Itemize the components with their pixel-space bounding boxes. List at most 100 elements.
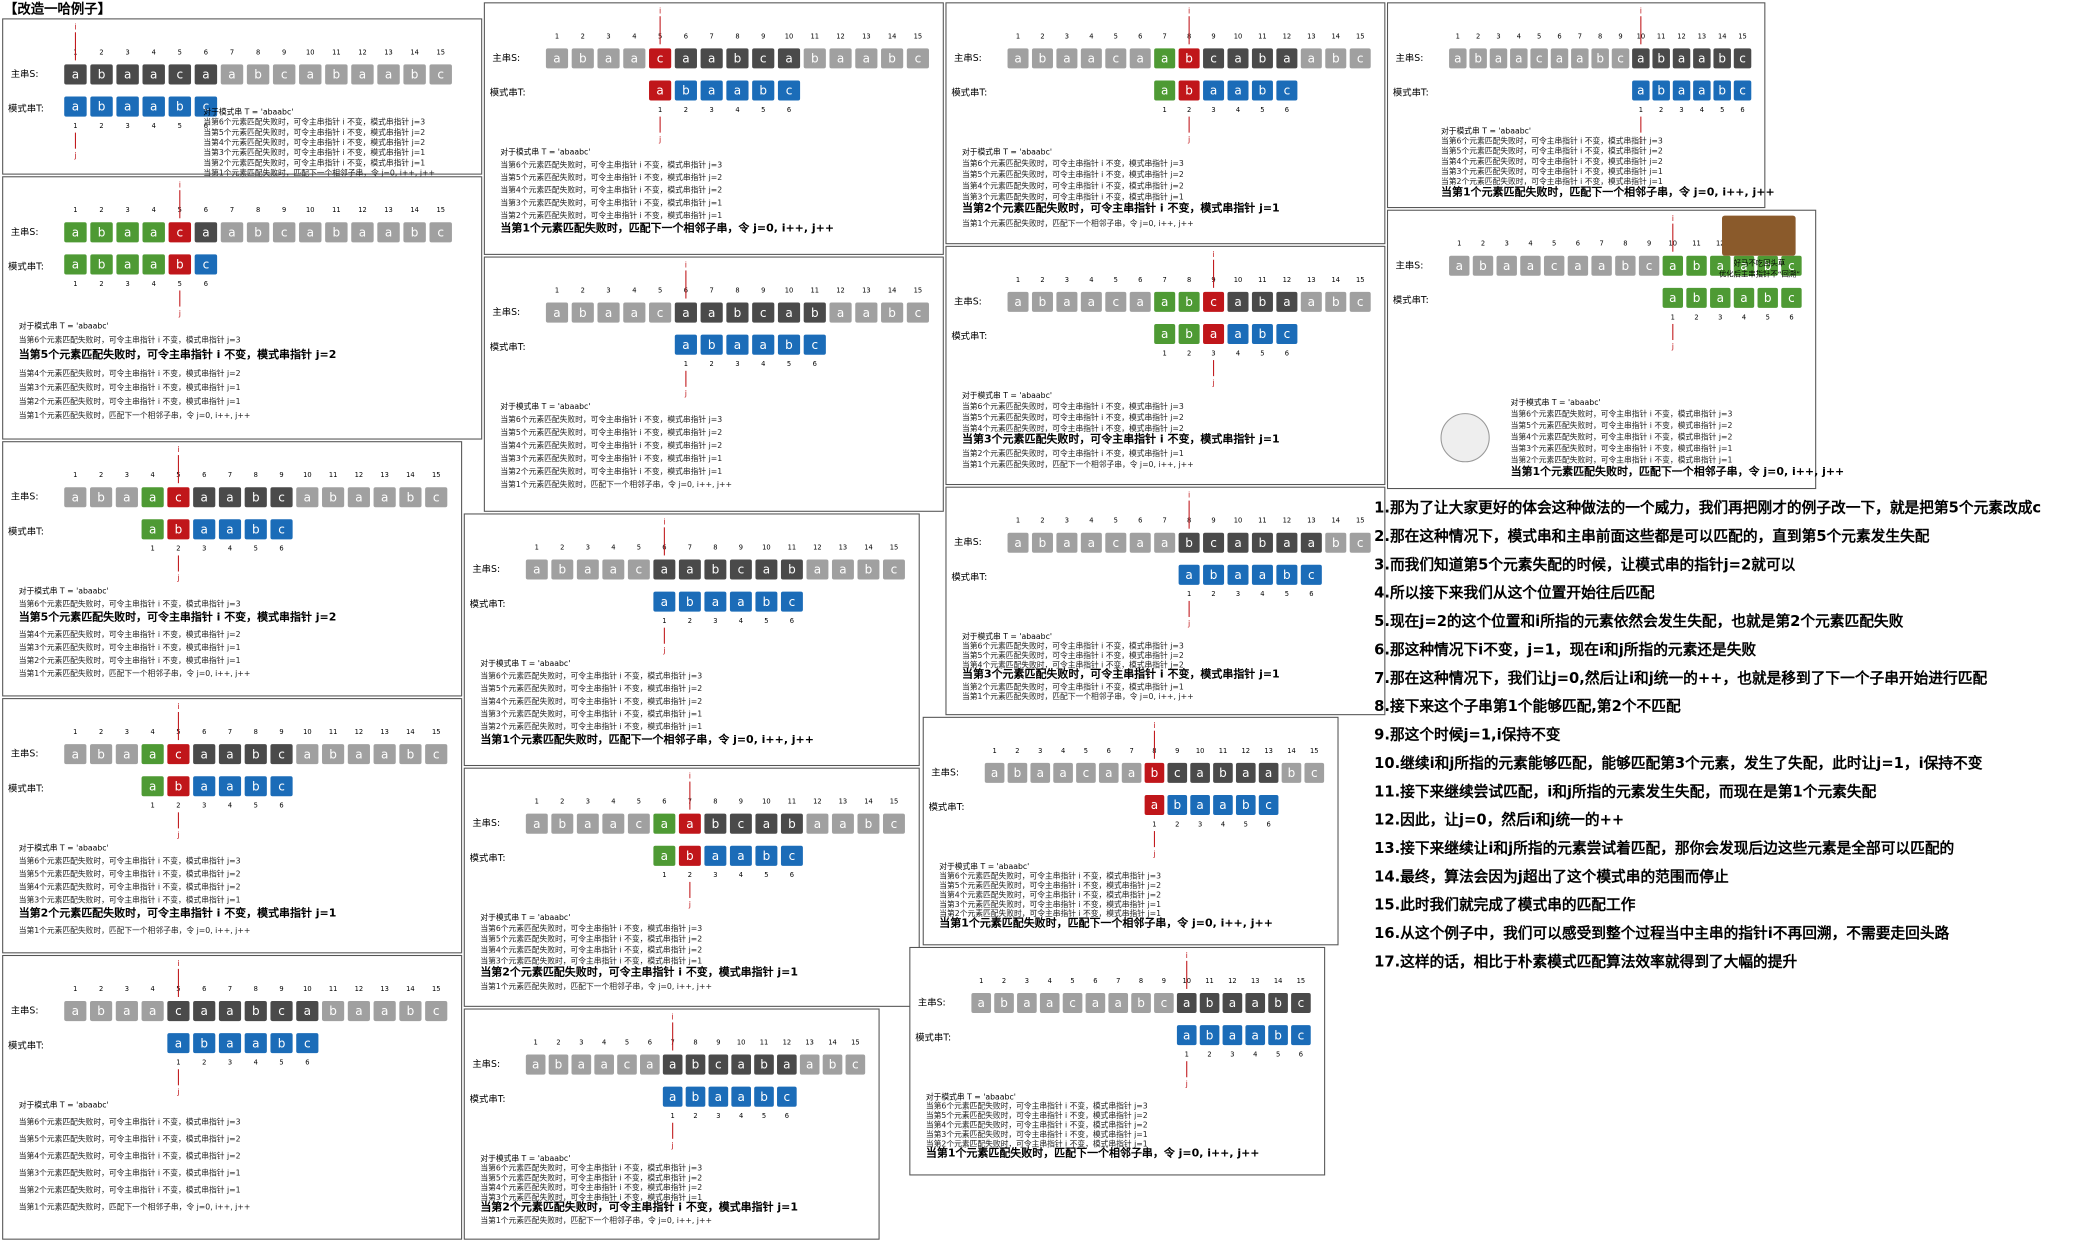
pattern-char: a	[715, 1090, 722, 1104]
pattern-index: 6	[204, 122, 208, 130]
main-index: 12	[358, 206, 367, 214]
main-char: c	[175, 490, 182, 504]
pattern-cell	[116, 96, 139, 117]
pattern-cell	[1203, 323, 1225, 345]
main-char: b	[788, 817, 796, 831]
main-index: 1	[555, 32, 559, 40]
main-index: 13	[1307, 276, 1316, 284]
pattern-char: a	[1161, 327, 1168, 341]
main-index: 8	[256, 48, 260, 56]
rule-line: 对于模式串 T = 'abaabc'	[1511, 397, 1601, 407]
main-index: 8	[713, 543, 717, 551]
pattern-index: 1	[1187, 590, 1191, 598]
main-char: a	[307, 68, 314, 82]
pattern-cell	[244, 776, 267, 797]
main-cell	[399, 487, 422, 508]
main-index: 5	[1552, 240, 1556, 248]
pattern-index: 2	[1211, 590, 1215, 598]
main-index: 10	[306, 206, 315, 214]
main-char: c	[281, 68, 288, 82]
main-cell	[325, 64, 348, 85]
main-index: 9	[1211, 32, 1215, 40]
main-index: 5	[637, 798, 641, 806]
main-char: c	[738, 563, 745, 577]
main-index: 11	[760, 1038, 769, 1046]
rule-line: 当第5个元素匹配失败时，可令主串指针 i 不变，模式串指针 j=2	[926, 1110, 1148, 1120]
main-char: b	[888, 52, 896, 66]
rule-line-highlight: 当第3个元素匹配失败时，可令主串指针 i 不变，模式串指针 j=1	[962, 667, 1280, 681]
panel-border	[945, 2, 1386, 245]
main-char: b	[1274, 996, 1282, 1010]
rule-line: 对于模式串 T = 'abaabc'	[203, 107, 293, 117]
rule-line: 对于模式串 T = 'abaabc'	[500, 401, 590, 411]
main-cell	[685, 1054, 706, 1075]
rule-line: 当第5个元素匹配失败时，可令主串指针 i 不变，模式串指针 j=2	[19, 868, 241, 878]
rule-line: 当第6个元素匹配失败时，可令主串指针 i 不变，模式串指针 j=3	[480, 670, 702, 680]
main-char: a	[605, 52, 612, 66]
pattern-char: b	[686, 595, 694, 609]
main-index: 11	[788, 543, 797, 551]
main-cell	[1176, 992, 1197, 1014]
pattern-index: 6	[790, 617, 794, 625]
pattern-index: 2	[693, 1112, 697, 1120]
main-cell	[674, 48, 697, 69]
main-cell	[1105, 48, 1127, 69]
main-char: c	[433, 490, 440, 504]
main-char: a	[1161, 52, 1168, 66]
pattern-char: b	[1210, 568, 1218, 582]
main-cell	[403, 222, 426, 243]
main-index: 14	[888, 287, 897, 295]
pattern-index: 6	[1299, 1051, 1303, 1059]
main-cell	[244, 487, 267, 508]
rule-line: 当第1个元素匹配失败时，匹配下一个相邻子串，令 j=0, i++, j++	[19, 1201, 251, 1211]
main-cell	[1056, 532, 1078, 553]
pattern-index: 6	[787, 106, 791, 114]
panel: 主串S:模式串T:1a2b3a4a5c6a7a8b9c10a11b12a13a1…	[2, 176, 483, 440]
main-char: a	[1242, 766, 1249, 780]
pattern-char: a	[149, 779, 156, 793]
rule-line: 当第4个元素匹配失败时，可令主串指针 i 不变，模式串指针 j=2	[962, 180, 1184, 190]
rule-line: 当第4个元素匹配失败时，可令主串指针 i 不变，模式串指针 j=2	[962, 659, 1184, 669]
main-cell	[1105, 532, 1127, 553]
pattern-cell	[1713, 80, 1731, 101]
main-char: a	[385, 225, 392, 239]
main-index: 12	[813, 798, 822, 806]
rule-line: 当第5个元素匹配失败时，可令主串指针 i 不变，模式串指针 j=2	[480, 934, 702, 944]
main-char: c	[437, 225, 444, 239]
i-pointer-label: i	[1212, 250, 1214, 259]
main-char: a	[1063, 536, 1070, 550]
main-index: 8	[1187, 276, 1191, 284]
pattern-index: 4	[739, 1112, 743, 1120]
main-char: b	[1764, 259, 1772, 273]
main-cell	[525, 1054, 546, 1075]
main-char: b	[411, 68, 419, 82]
pattern-label: 模式串T:	[490, 87, 526, 99]
main-cell	[831, 813, 854, 834]
pattern-index: 5	[1276, 1051, 1280, 1059]
main-cell	[623, 48, 646, 69]
main-char: a	[1495, 52, 1502, 66]
main-char: a	[1046, 996, 1053, 1010]
main-index: 3	[125, 206, 129, 214]
main-cell	[1291, 992, 1311, 1014]
main-char: a	[1063, 52, 1070, 66]
pattern-cell	[244, 519, 267, 540]
main-cell	[994, 992, 1014, 1014]
main-index: 2	[581, 32, 585, 40]
pattern-cell	[1222, 1025, 1243, 1046]
rule-line: 当第1个元素匹配失败时，匹配下一个相邻子串，令 j=0, i++, j++	[480, 981, 712, 991]
panel: 主串S:模式串T:1a2b3a4a5c6a7a8b9c10a11b12a13a1…	[909, 946, 1326, 1176]
main-char: b	[98, 68, 106, 82]
pattern-cell	[1178, 564, 1200, 585]
main-cell	[244, 1000, 267, 1022]
rule-line: 当第5个元素匹配失败时，可令主串指针 i 不变，模式串指针 j=2	[939, 880, 1161, 890]
main-cell	[831, 559, 854, 580]
main-char: a	[1161, 295, 1168, 309]
rule-line: 当第1个元素匹配失败时，匹配下一个相邻子串，令 j=0, i++, j++	[480, 1215, 712, 1225]
pattern-index: 2	[688, 617, 692, 625]
main-cell	[351, 64, 374, 85]
pattern-index: 6	[1285, 349, 1289, 357]
main-cell	[220, 222, 244, 243]
main-cell	[576, 813, 599, 834]
main-char: c	[1112, 536, 1119, 550]
